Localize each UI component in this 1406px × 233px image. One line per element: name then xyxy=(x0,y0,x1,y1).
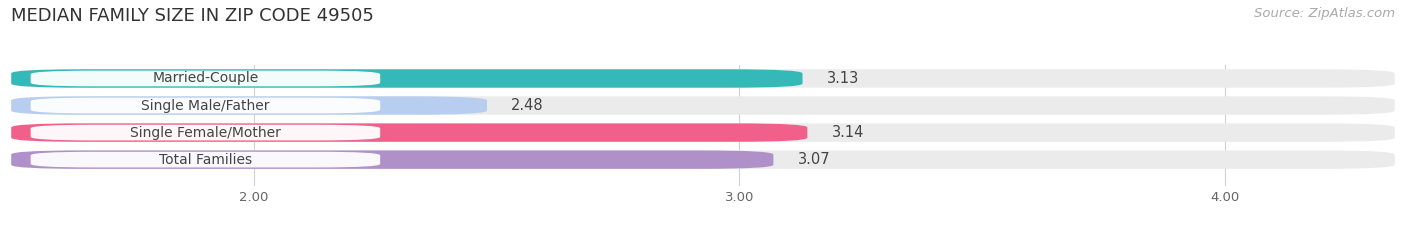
FancyBboxPatch shape xyxy=(31,152,380,168)
FancyBboxPatch shape xyxy=(31,125,380,140)
Text: Source: ZipAtlas.com: Source: ZipAtlas.com xyxy=(1254,7,1395,20)
FancyBboxPatch shape xyxy=(11,123,807,142)
Text: 3.14: 3.14 xyxy=(831,125,865,140)
FancyBboxPatch shape xyxy=(11,96,486,115)
Text: Total Families: Total Families xyxy=(159,153,252,167)
Text: Single Male/Father: Single Male/Father xyxy=(141,99,270,113)
FancyBboxPatch shape xyxy=(31,71,380,86)
Text: 3.07: 3.07 xyxy=(797,152,831,167)
FancyBboxPatch shape xyxy=(11,151,1395,169)
FancyBboxPatch shape xyxy=(31,98,380,113)
FancyBboxPatch shape xyxy=(11,123,1395,142)
FancyBboxPatch shape xyxy=(11,69,803,88)
FancyBboxPatch shape xyxy=(11,96,1395,115)
Text: 3.13: 3.13 xyxy=(827,71,859,86)
Text: Single Female/Mother: Single Female/Mother xyxy=(129,126,281,140)
Text: MEDIAN FAMILY SIZE IN ZIP CODE 49505: MEDIAN FAMILY SIZE IN ZIP CODE 49505 xyxy=(11,7,374,25)
FancyBboxPatch shape xyxy=(11,151,773,169)
Text: 2.48: 2.48 xyxy=(512,98,544,113)
FancyBboxPatch shape xyxy=(11,69,1395,88)
Text: Married-Couple: Married-Couple xyxy=(152,72,259,86)
